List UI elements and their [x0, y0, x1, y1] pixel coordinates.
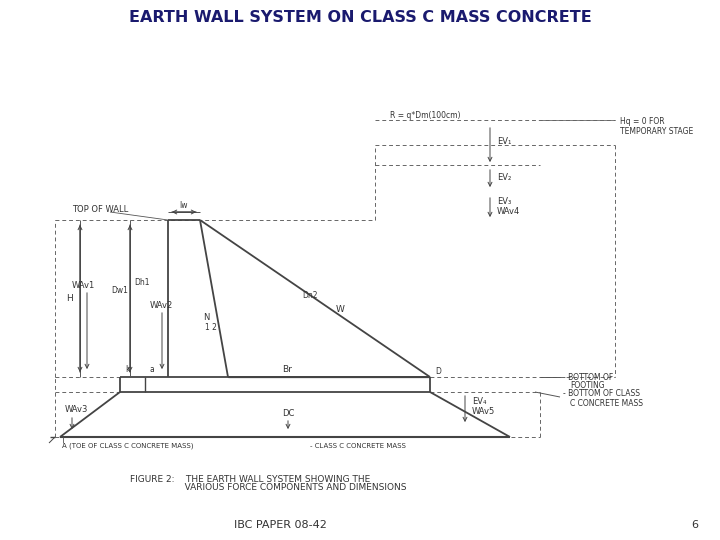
- Text: C CONCRETE MASS: C CONCRETE MASS: [570, 400, 643, 408]
- Text: Br: Br: [282, 364, 292, 374]
- Text: TEMPORARY STAGE: TEMPORARY STAGE: [620, 127, 693, 137]
- Text: Dh1: Dh1: [135, 278, 150, 287]
- Text: EV₄: EV₄: [472, 397, 487, 407]
- Text: k: k: [125, 364, 130, 374]
- Text: EV₁: EV₁: [497, 138, 511, 146]
- Text: a: a: [149, 364, 154, 374]
- Text: lw: lw: [180, 200, 188, 210]
- Text: WAv2: WAv2: [150, 300, 174, 309]
- Text: FIGURE 2:    THE EARTH WALL SYSTEM SHOWING THE: FIGURE 2: THE EARTH WALL SYSTEM SHOWING …: [130, 475, 370, 483]
- Text: H: H: [66, 294, 73, 303]
- Text: A (TOE OF CLASS C CONCRETE MASS): A (TOE OF CLASS C CONCRETE MASS): [62, 443, 194, 449]
- Text: N: N: [203, 313, 210, 321]
- Text: Hq = 0 FOR: Hq = 0 FOR: [620, 118, 665, 126]
- Text: EARTH WALL SYSTEM ON CLASS C MASS CONCRETE: EARTH WALL SYSTEM ON CLASS C MASS CONCRE…: [129, 10, 591, 24]
- Text: FOOTING: FOOTING: [570, 381, 605, 390]
- Text: WAv1: WAv1: [72, 280, 95, 289]
- Text: EV₃: EV₃: [497, 198, 511, 206]
- Text: VARIOUS FORCE COMPONENTS AND DIMENSIONS: VARIOUS FORCE COMPONENTS AND DIMENSIONS: [130, 483, 407, 492]
- Text: R = q*Dm(100cm): R = q*Dm(100cm): [390, 111, 461, 119]
- Text: Dw1: Dw1: [111, 286, 128, 295]
- Text: 6: 6: [691, 520, 698, 530]
- Text: WAv4: WAv4: [497, 207, 521, 217]
- Text: WAv3: WAv3: [65, 406, 89, 415]
- Text: W: W: [336, 306, 344, 314]
- Text: - BOTTOM OF CLASS: - BOTTOM OF CLASS: [563, 389, 640, 399]
- Text: TOP OF WALL: TOP OF WALL: [72, 206, 128, 214]
- Text: 1 2: 1 2: [205, 322, 217, 332]
- Text: - CLASS C CONCRETE MASS: - CLASS C CONCRETE MASS: [310, 443, 406, 449]
- Text: - BOTTOM OF: - BOTTOM OF: [563, 373, 613, 381]
- Text: WAv5: WAv5: [472, 408, 495, 416]
- Text: DC: DC: [282, 408, 294, 417]
- Text: Dn2: Dn2: [302, 291, 318, 300]
- Text: IBC PAPER 08-42: IBC PAPER 08-42: [233, 520, 326, 530]
- Text: D: D: [435, 368, 441, 376]
- Text: EV₂: EV₂: [497, 172, 511, 181]
